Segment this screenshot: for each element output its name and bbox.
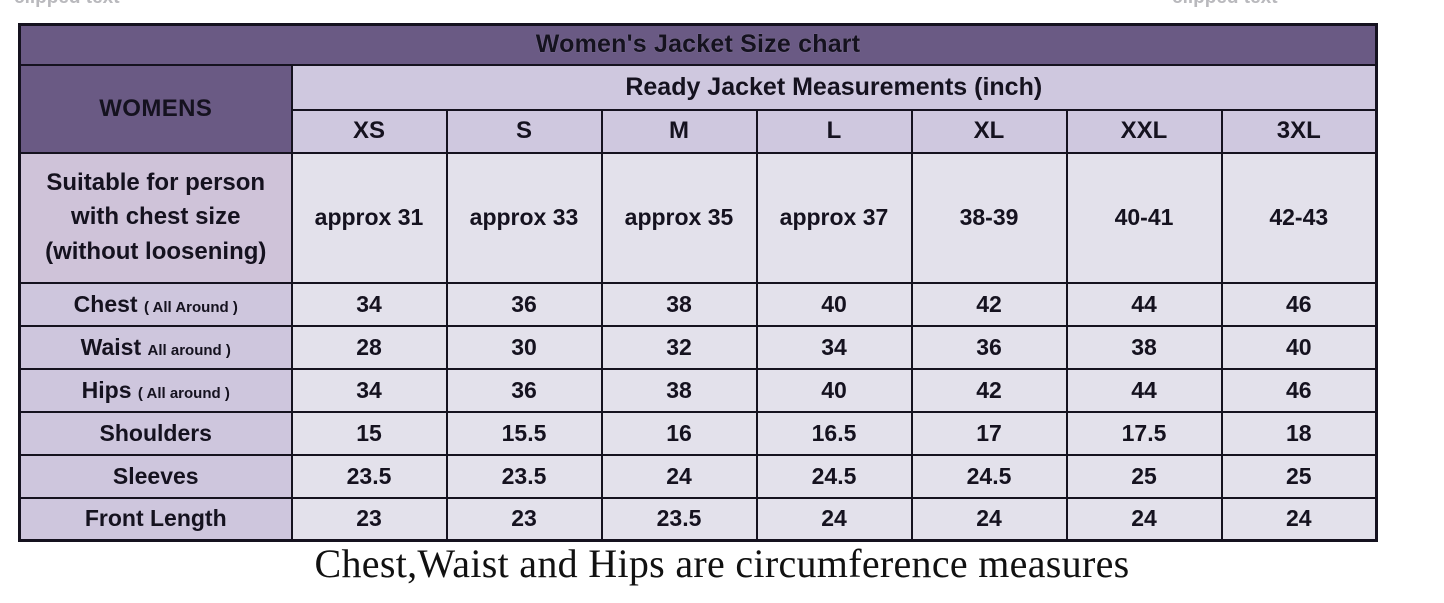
cell-front-length-xs: 23 [290, 496, 448, 542]
cell-chest-xs: 34 [290, 281, 448, 327]
table-row-hips: Hips ( All around ) 34 36 38 40 42 44 46 [18, 367, 1378, 413]
size-header-3xl: 3XL [1220, 108, 1378, 154]
cell-front-length-s: 23 [445, 496, 603, 542]
clipped-top-text: clipped text clipped text [0, 0, 1444, 14]
cell-shoulders-3xl: 18 [1220, 410, 1378, 456]
cell-sleeves-l: 24.5 [755, 453, 913, 499]
cell-suitable-3xl: 42-43 [1220, 151, 1378, 284]
row-label-front-length-text: Front Length [84, 505, 227, 532]
table-row-measurement-band: WOMENS Ready Jacket Measurements (inch) [18, 63, 1378, 154]
cell-waist-m: 32 [600, 324, 758, 370]
cell-suitable-xs: approx 31 [290, 151, 448, 284]
cell-chest-xxl: 44 [1065, 281, 1223, 327]
cell-waist-s: 30 [445, 324, 603, 370]
row-label-hips: Hips ( All around ) [18, 367, 293, 413]
cell-shoulders-l: 16.5 [755, 410, 913, 456]
cell-hips-xl: 42 [910, 367, 1068, 413]
size-header-s: S [445, 108, 603, 154]
cell-shoulders-m: 16 [600, 410, 758, 456]
footer-note: Chest,Waist and Hips are circumference m… [314, 541, 1130, 586]
cell-front-length-xxl: 24 [1065, 496, 1223, 542]
size-header-xxl: XXL [1065, 108, 1223, 154]
cell-chest-l: 40 [755, 281, 913, 327]
size-chart-container: Women's Jacket Size chart WOMENS Ready J… [18, 23, 1379, 542]
size-header-xl: XL [910, 108, 1068, 154]
cell-chest-m: 38 [600, 281, 758, 327]
cell-chest-s: 36 [445, 281, 603, 327]
cell-front-length-l: 24 [755, 496, 913, 542]
cell-waist-3xl: 40 [1220, 324, 1378, 370]
suitable-label-line-1: Suitable for person [46, 169, 266, 197]
cell-hips-3xl: 46 [1220, 367, 1378, 413]
cell-shoulders-xxl: 17.5 [1065, 410, 1223, 456]
size-header-xs: XS [290, 108, 448, 154]
cell-shoulders-xl: 17 [910, 410, 1068, 456]
row-label-waist: Waist All around ) [18, 324, 293, 370]
cell-sleeves-xl: 24.5 [910, 453, 1068, 499]
cell-front-length-m: 23.5 [600, 496, 758, 542]
cell-front-length-3xl: 24 [1220, 496, 1378, 542]
row-label-hips-sub: ( All around ) [137, 384, 230, 402]
row-label-chest: Chest ( All Around ) [18, 281, 293, 327]
cell-shoulders-s: 15.5 [445, 410, 603, 456]
cell-sleeves-xs: 23.5 [290, 453, 448, 499]
cell-front-length-xl: 24 [910, 496, 1068, 542]
corner-label-womens: WOMENS [18, 63, 293, 154]
cell-suitable-xl: 38-39 [910, 151, 1068, 284]
chart-title: Women's Jacket Size chart [18, 23, 1378, 66]
cell-sleeves-3xl: 25 [1220, 453, 1378, 499]
table-row-shoulders: Shoulders 15 15.5 16 16.5 17 17.5 18 [18, 410, 1378, 456]
size-chart-table: Women's Jacket Size chart WOMENS Ready J… [18, 23, 1379, 542]
measurement-band-label: Ready Jacket Measurements (inch) [290, 63, 1378, 111]
cell-chest-3xl: 46 [1220, 281, 1378, 327]
table-row-front-length: Front Length 23 23 23.5 24 24 24 24 [18, 496, 1378, 542]
cell-hips-xxl: 44 [1065, 367, 1223, 413]
size-header-l: L [755, 108, 913, 154]
row-label-chest-sub: ( All Around ) [143, 298, 238, 316]
cell-sleeves-m: 24 [600, 453, 758, 499]
table-row-size-headers: XS S M L XL XXL 3XL [20, 108, 1378, 154]
size-header-m: M [600, 108, 758, 154]
row-label-suitable-chest-size: Suitable for person with chest size (wit… [18, 151, 293, 284]
row-label-shoulders: Shoulders [18, 410, 293, 456]
cell-suitable-m: approx 35 [600, 151, 758, 284]
row-label-waist-sub: All around ) [147, 341, 231, 359]
row-label-sleeves: Sleeves [18, 453, 293, 499]
table-row-sleeves: Sleeves 23.5 23.5 24 24.5 24.5 25 25 [18, 453, 1378, 499]
row-label-front-length: Front Length [18, 496, 293, 542]
cell-shoulders-xs: 15 [290, 410, 448, 456]
table-row-chest: Chest ( All Around ) 34 36 38 40 42 44 4… [18, 281, 1378, 327]
table-row-waist: Waist All around ) 28 30 32 34 36 38 40 [18, 324, 1378, 370]
cell-hips-l: 40 [755, 367, 913, 413]
row-label-shoulders-text: Shoulders [99, 419, 212, 446]
suitable-label-line-2: with chest size [71, 203, 241, 231]
cell-waist-l: 34 [755, 324, 913, 370]
row-label-waist-text: Waist [80, 333, 142, 360]
cell-suitable-l: approx 37 [755, 151, 913, 284]
suitable-label-line-3: (without loosening) [45, 237, 267, 265]
cell-hips-xs: 34 [290, 367, 448, 413]
cell-waist-xl: 36 [910, 324, 1068, 370]
row-label-sleeves-text: Sleeves [112, 462, 199, 489]
cell-sleeves-s: 23.5 [445, 453, 603, 499]
cell-suitable-s: approx 33 [445, 151, 603, 284]
cell-waist-xs: 28 [290, 324, 448, 370]
cell-hips-m: 38 [600, 367, 758, 413]
cell-hips-s: 36 [445, 367, 603, 413]
clipped-text-right: clipped text [1172, 0, 1278, 9]
table-row-title: Women's Jacket Size chart [18, 23, 1378, 66]
row-label-chest-text: Chest [73, 290, 138, 317]
cell-chest-xl: 42 [910, 281, 1068, 327]
row-label-hips-text: Hips [81, 376, 132, 403]
cell-sleeves-xxl: 25 [1065, 453, 1223, 499]
clipped-text-left: clipped text [14, 0, 120, 9]
cell-waist-xxl: 38 [1065, 324, 1223, 370]
table-row-suitable-chest-size: Suitable for person with chest size (wit… [18, 151, 1378, 284]
cell-suitable-xxl: 40-41 [1065, 151, 1223, 284]
